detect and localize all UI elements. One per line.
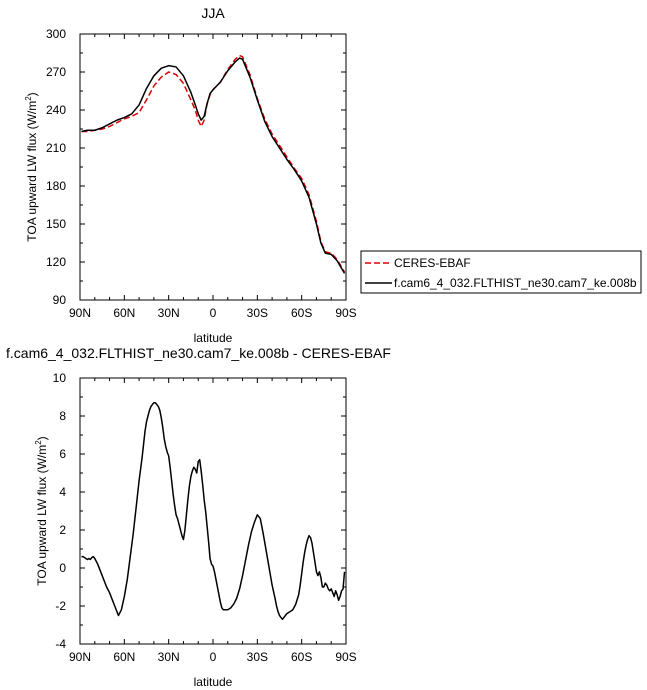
upper-plot-frame: [79, 33, 347, 301]
upper-panel: JJA 90N 60N 30N 0 30S 60S 90S 90 120 150 180 210 240…: [24, 5, 357, 345]
lower-series-line-0: [81, 401, 346, 621]
upper-y-tick-label: 270: [46, 65, 66, 79]
lower-panel: f.cam6_4_032.FLTHIST_ne30.cam7_ke.008b -…: [6, 345, 391, 689]
lower-x-tick-label: 90S: [335, 650, 356, 664]
lower-y-axis-label-superscript: 2: [34, 440, 43, 445]
upper-x-tick-label: 90N: [69, 306, 91, 320]
legend: CERES-EBAF f.cam6_4_032.FLTHIST_ne30.cam…: [360, 250, 642, 294]
upper-series: [81, 54, 346, 274]
lower-ticks: 90N 60N 30N 0 30S 60S 90S -4 -2 0 2 4 6 8 10: [53, 371, 357, 664]
upper-x-tick-label: 30S: [247, 306, 268, 320]
upper-y-axis-label: TOA upward LW flux (W/m2): [24, 92, 39, 241]
upper-y-tick-label: 300: [46, 27, 66, 41]
lower-x-tick-label: 90N: [69, 650, 91, 664]
upper-ticks: 90N 60N 30N 0 30S 60S 90S 90 120 150 180 210 240 270 3…: [46, 27, 357, 320]
upper-y-tick-label: 180: [46, 179, 66, 193]
lower-y-tick-label: -2: [55, 599, 66, 613]
lower-x-tick-label: 0: [210, 650, 217, 664]
lower-y-tick-label: -4: [55, 637, 66, 651]
upper-y-axis-label-superscript: 2: [24, 96, 33, 101]
lower-plot-frame: [79, 377, 347, 645]
legend-box: [360, 250, 642, 294]
lower-y-axis-label-main: TOA upward LW flux (W/m: [35, 445, 49, 586]
upper-y-tick-label: 240: [46, 103, 66, 117]
upper-plot-title: JJA: [201, 5, 225, 21]
legend-label-ceres: CERES-EBAF: [394, 256, 471, 270]
lower-x-tick-label: 30S: [247, 650, 268, 664]
lower-y-tick-label: 2: [59, 523, 66, 537]
upper-x-tick-label: 0: [210, 306, 217, 320]
upper-y-axis-label-main: TOA upward LW flux (W/m: [25, 101, 39, 242]
lower-x-tick-label: 30N: [158, 650, 180, 664]
upper-y-tick-label: 90: [53, 293, 67, 307]
lower-y-axis-label-suffix: ): [35, 436, 49, 440]
upper-x-tick-label: 90S: [335, 306, 356, 320]
lower-series: [81, 401, 346, 621]
upper-x-tick-label: 30N: [158, 306, 180, 320]
lower-y-tick-label: 6: [59, 447, 66, 461]
upper-y-tick-label: 120: [46, 255, 66, 269]
upper-x-tick-label: 60N: [113, 306, 135, 320]
lower-y-tick-label: 4: [59, 485, 66, 499]
upper-y-tick-label: 150: [46, 217, 66, 231]
lower-plot-title: f.cam6_4_032.FLTHIST_ne30.cam7_ke.008b -…: [6, 345, 391, 361]
lower-y-tick-label: 0: [59, 561, 66, 575]
lower-y-tick-label: 10: [53, 371, 67, 385]
upper-series-line-1: [81, 57, 346, 274]
upper-x-tick-label: 60S: [291, 306, 312, 320]
lower-x-tick-label: 60N: [113, 650, 135, 664]
lower-x-tick-label: 60S: [291, 650, 312, 664]
lower-y-tick-label: 8: [59, 409, 66, 423]
lower-y-axis-label: TOA upward LW flux (W/m2): [34, 436, 49, 585]
upper-y-tick-label: 210: [46, 141, 66, 155]
upper-x-axis-label: latitude: [194, 331, 233, 345]
legend-label-model: f.cam6_4_032.FLTHIST_ne30.cam7_ke.008b: [394, 276, 637, 290]
upper-series-line-0: [81, 54, 346, 273]
lower-x-axis-label: latitude: [194, 675, 233, 689]
upper-y-axis-label-suffix: ): [25, 92, 39, 96]
